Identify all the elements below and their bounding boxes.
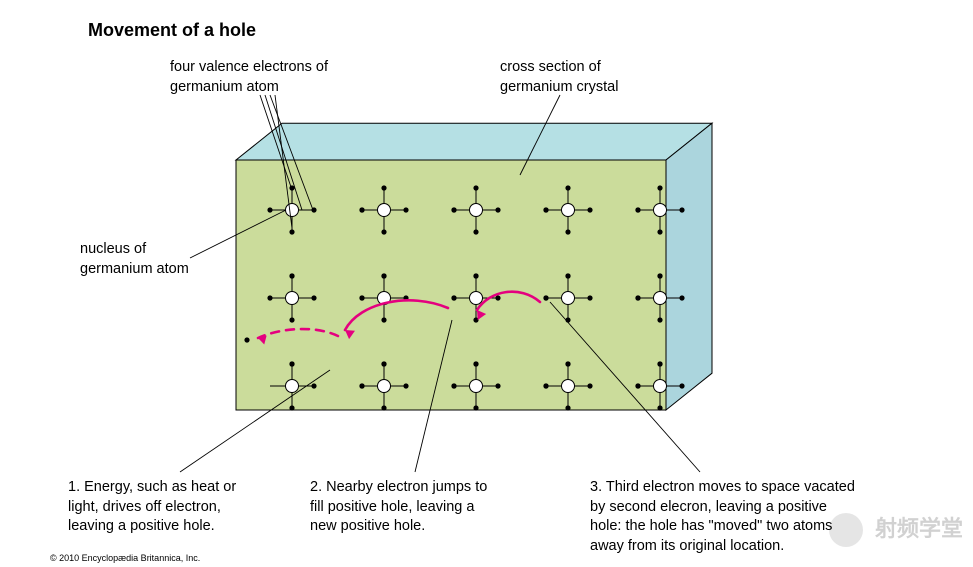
valence-electron (451, 295, 456, 300)
valence-electron (587, 207, 592, 212)
valence-electron (403, 207, 408, 212)
valence-electron (565, 185, 570, 190)
valence-electron (381, 361, 386, 366)
nucleus (286, 380, 299, 393)
valence-electron (381, 405, 386, 410)
valence-electron (451, 383, 456, 388)
nucleus (470, 204, 483, 217)
nucleus (654, 292, 667, 305)
valence-electron (289, 361, 294, 366)
valence-electron (451, 207, 456, 212)
valence-electron (473, 361, 478, 366)
valence-electron (311, 383, 316, 388)
nucleus (470, 292, 483, 305)
valence-electron (587, 383, 592, 388)
valence-electron (381, 273, 386, 278)
valence-electron (657, 405, 662, 410)
nucleus (562, 204, 575, 217)
valence-electron (543, 207, 548, 212)
valence-electron (679, 383, 684, 388)
valence-electron (473, 405, 478, 410)
valence-electron (635, 207, 640, 212)
valence-electron (657, 317, 662, 322)
valence-electron (473, 229, 478, 234)
valence-electron (359, 207, 364, 212)
valence-electron (289, 273, 294, 278)
valence-electron (473, 185, 478, 190)
valence-electron (289, 229, 294, 234)
free-electron (244, 337, 249, 342)
valence-electron (495, 383, 500, 388)
valence-electron (543, 295, 548, 300)
valence-electron (679, 207, 684, 212)
nucleus (562, 292, 575, 305)
valence-electron (565, 273, 570, 278)
nucleus (654, 380, 667, 393)
valence-electron (587, 295, 592, 300)
valence-electron (289, 317, 294, 322)
valence-electron (381, 317, 386, 322)
crystal-top-face (236, 123, 712, 160)
valence-electron (565, 361, 570, 366)
valence-electron (565, 229, 570, 234)
nucleus (562, 380, 575, 393)
valence-electron (289, 405, 294, 410)
valence-electron (679, 295, 684, 300)
valence-electron (403, 383, 408, 388)
valence-electron (381, 229, 386, 234)
valence-electron (565, 405, 570, 410)
nucleus (286, 292, 299, 305)
valence-electron (473, 273, 478, 278)
valence-electron (359, 295, 364, 300)
crystal-front-face (236, 160, 666, 410)
valence-electron (495, 207, 500, 212)
valence-electron (657, 273, 662, 278)
valence-electron (381, 185, 386, 190)
nucleus (470, 380, 483, 393)
crystal-side-face (666, 123, 712, 410)
valence-electron (657, 185, 662, 190)
nucleus (378, 204, 391, 217)
valence-electron (267, 207, 272, 212)
valence-electron (657, 229, 662, 234)
nucleus (286, 204, 299, 217)
valence-electron (495, 295, 500, 300)
valence-electron (267, 295, 272, 300)
nucleus (378, 380, 391, 393)
valence-electron (543, 383, 548, 388)
valence-electron (657, 361, 662, 366)
valence-electron (635, 383, 640, 388)
valence-electron (311, 295, 316, 300)
crystal-diagram (0, 0, 973, 567)
valence-electron (359, 383, 364, 388)
nucleus (654, 204, 667, 217)
valence-electron (635, 295, 640, 300)
